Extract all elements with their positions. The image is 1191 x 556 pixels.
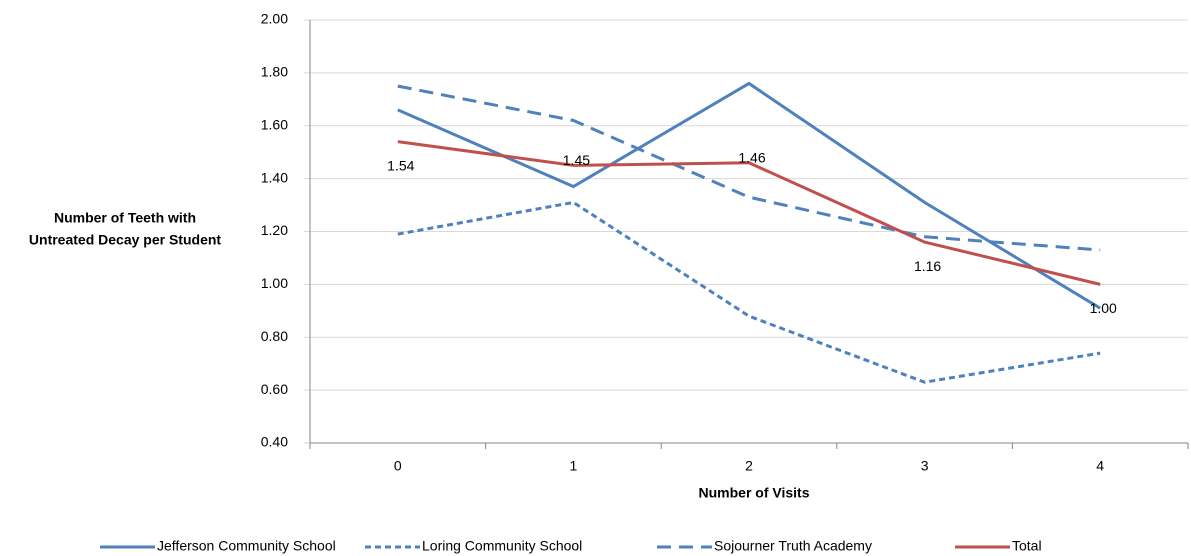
- series-line: [397, 81, 1101, 310]
- data-label: 1.54: [387, 157, 414, 173]
- data-label: 1.46: [738, 149, 765, 165]
- x-tick-label: 4: [1096, 458, 1104, 474]
- x-tick-label: 1: [570, 458, 578, 474]
- x-tick-label: 0: [394, 458, 402, 474]
- y-tick-label: 1.00: [261, 275, 288, 291]
- x-axis-label: Number of Visits: [699, 485, 810, 501]
- legend-label: Total: [1012, 538, 1042, 554]
- y-tick-label: 1.80: [261, 64, 288, 80]
- legend-label: Loring Community School: [422, 538, 582, 554]
- legend-label: Jefferson Community School: [157, 538, 336, 554]
- data-label: 1.45: [563, 152, 590, 168]
- y-tick-label: 1.20: [261, 222, 288, 238]
- y-axis-label: Number of Teeth with: [54, 210, 196, 226]
- series-line: [397, 200, 1101, 384]
- series-line: [397, 84, 1101, 252]
- y-tick-label: 1.40: [261, 169, 288, 185]
- data-label: 1.00: [1090, 300, 1117, 316]
- y-tick-label: 0.60: [261, 381, 288, 397]
- legend-label: Sojourner Truth Academy: [714, 538, 872, 554]
- y-tick-label: 2.00: [261, 11, 288, 27]
- data-label: 1.16: [914, 258, 941, 274]
- y-tick-label: 1.60: [261, 116, 288, 132]
- y-tick-label: 0.80: [261, 328, 288, 344]
- x-tick-label: 3: [921, 458, 929, 474]
- x-tick-label: 2: [745, 458, 753, 474]
- y-axis-label: Untreated Decay per Student: [29, 232, 221, 248]
- series-line: [397, 140, 1101, 286]
- y-tick-label: 0.40: [261, 434, 288, 450]
